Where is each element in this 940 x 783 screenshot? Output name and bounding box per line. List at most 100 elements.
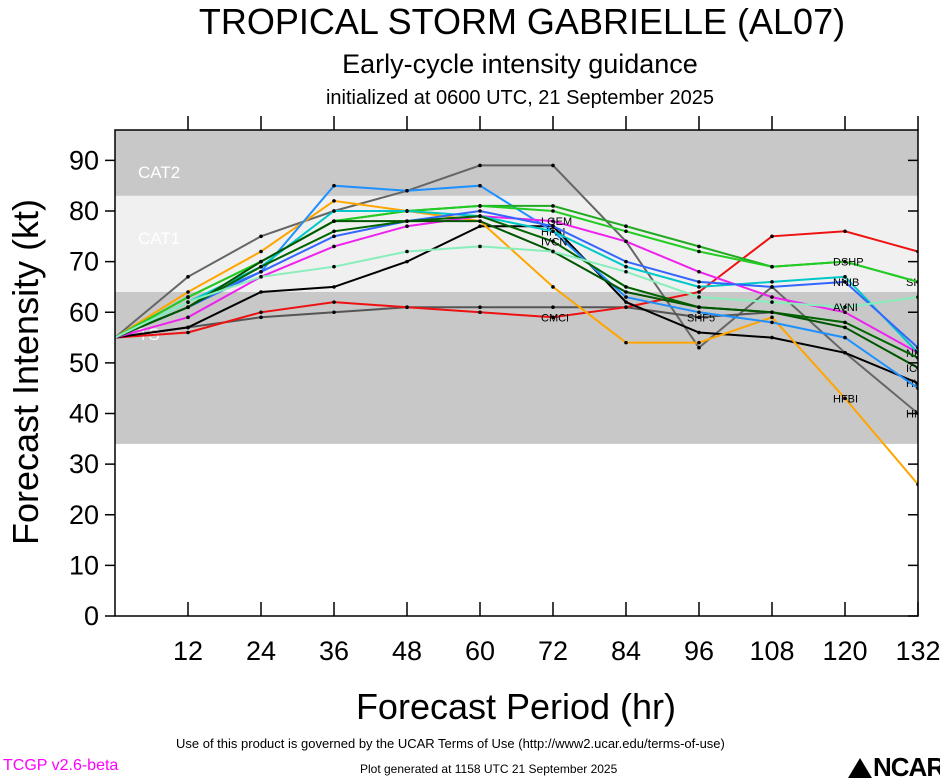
band-label-cat3: CAT3 bbox=[138, 112, 180, 131]
data-point-nnib bbox=[478, 209, 482, 213]
chart-title: TROPICAL STORM GABRIELLE (AL07) bbox=[199, 1, 845, 42]
series-dshp: DSHP bbox=[115, 204, 918, 339]
data-point-icon bbox=[405, 219, 409, 223]
data-point-avni bbox=[624, 269, 628, 274]
data-point-hmni bbox=[259, 234, 263, 239]
data-point-lgem bbox=[551, 219, 555, 223]
data-point-icon bbox=[697, 305, 701, 309]
x-tick-label: 96 bbox=[684, 636, 714, 666]
y-tick-label: 0 bbox=[84, 601, 99, 631]
data-point-nnic bbox=[770, 280, 774, 284]
data-point-hmni bbox=[697, 345, 701, 350]
data-point-nnib bbox=[770, 285, 774, 289]
x-tick-label: 108 bbox=[749, 636, 794, 666]
series-line-hmni bbox=[115, 164, 918, 415]
y-tick-label: 80 bbox=[69, 196, 99, 226]
data-point-avni bbox=[551, 249, 555, 254]
y-tick-label: 30 bbox=[69, 449, 99, 479]
band-label-cat2: CAT2 bbox=[138, 163, 180, 182]
series-label-hwfi: HWFI bbox=[906, 378, 934, 390]
x-tick-label: 120 bbox=[822, 636, 867, 666]
x-tick-label: 84 bbox=[611, 636, 641, 666]
y-tick-label: 10 bbox=[69, 550, 99, 580]
y-tick-label: 50 bbox=[69, 348, 99, 378]
data-point-ship bbox=[697, 244, 701, 249]
series-avni: AVNI bbox=[115, 244, 918, 339]
data-point-cmci bbox=[405, 305, 409, 309]
series-line-dshp bbox=[115, 204, 918, 339]
chart-init-time: initialized at 0600 UTC, 21 September 20… bbox=[326, 87, 714, 109]
y-tick-label: 90 bbox=[69, 145, 99, 175]
data-point-hfai bbox=[332, 183, 336, 188]
data-point-ship bbox=[551, 204, 555, 208]
data-point-hfai bbox=[843, 335, 847, 340]
y-tick-label: 60 bbox=[69, 297, 99, 327]
data-point-cmci bbox=[478, 310, 482, 315]
data-point-nnib bbox=[697, 280, 701, 284]
data-point-dshp bbox=[843, 259, 847, 264]
data-point-lgem bbox=[624, 239, 628, 244]
ncar-logo: NCAR bbox=[848, 752, 940, 783]
data-point-icon bbox=[770, 310, 774, 315]
data-point-hfbi bbox=[332, 199, 336, 203]
data-point-hfai bbox=[405, 188, 409, 193]
data-point-hwfi bbox=[405, 259, 409, 264]
data-point-ivcn bbox=[624, 285, 628, 289]
data-point-avni bbox=[478, 244, 482, 249]
data-point-cmci bbox=[624, 305, 628, 309]
data-point-dshp bbox=[697, 249, 701, 254]
data-point-nnib bbox=[259, 269, 263, 274]
series-line-nnib bbox=[115, 209, 918, 349]
data-point-hfbi bbox=[259, 249, 263, 254]
series-label-nnib: NNIB bbox=[833, 277, 859, 289]
ncar-logo-text: NCAR bbox=[873, 752, 940, 782]
x-tick-label: 72 bbox=[538, 636, 568, 666]
terms-of-use: Use of this product is governed by the U… bbox=[176, 736, 725, 751]
data-point-dshp bbox=[186, 295, 190, 299]
series-label-avni: AVNI bbox=[833, 302, 858, 314]
ncar-logo-icon bbox=[848, 758, 872, 778]
data-point-shf5 bbox=[478, 305, 482, 309]
data-point-hmni bbox=[186, 275, 190, 279]
x-tick-label: 48 bbox=[392, 636, 422, 666]
data-point-hfbi bbox=[843, 396, 847, 401]
data-point-hfbi bbox=[770, 315, 774, 320]
x-tick-label: 60 bbox=[465, 636, 495, 666]
data-point-avni bbox=[259, 275, 263, 279]
data-point-hwfi bbox=[332, 285, 336, 289]
data-point-dshp bbox=[770, 264, 774, 269]
data-point-icon bbox=[478, 219, 482, 223]
data-point-dshp bbox=[478, 204, 482, 208]
x-axis-label: Forecast Period (hr) bbox=[356, 686, 676, 727]
data-point-ivcn bbox=[259, 264, 263, 269]
series-hfbi: HFBI bbox=[115, 199, 918, 487]
data-point-nnib bbox=[551, 224, 555, 228]
version-label: TCGP v2.6-beta bbox=[3, 757, 119, 774]
data-point-hfai bbox=[478, 183, 482, 188]
data-point-ivcn bbox=[478, 214, 482, 218]
series-label-dshp: DSHP bbox=[833, 257, 864, 269]
band-cat2 bbox=[115, 130, 918, 196]
data-point-cmci bbox=[551, 315, 555, 320]
data-point-avni bbox=[770, 300, 774, 304]
x-axis: 12 24 36 48 60 72 84 96 108 120 132 bbox=[173, 116, 940, 666]
data-point-shf5 bbox=[259, 315, 263, 320]
data-point-ivcn bbox=[843, 320, 847, 325]
data-point-hwfi bbox=[697, 330, 701, 335]
data-point-avni bbox=[405, 249, 409, 254]
x-tick-label: 132 bbox=[895, 636, 940, 666]
data-point-hfai bbox=[697, 310, 701, 315]
data-point-hfbi bbox=[624, 340, 628, 345]
series-label-hmni: HMNI bbox=[906, 409, 934, 421]
data-point-dshp bbox=[551, 209, 555, 213]
data-point-hwfi bbox=[186, 325, 190, 330]
data-point-ship bbox=[624, 224, 628, 228]
data-point-ivcn bbox=[551, 239, 555, 244]
data-point-icon bbox=[843, 325, 847, 330]
data-point-nnic bbox=[332, 209, 336, 213]
data-point-dshp bbox=[624, 229, 628, 234]
y-tick-label: 40 bbox=[69, 399, 99, 429]
series-line-avni bbox=[115, 245, 918, 339]
